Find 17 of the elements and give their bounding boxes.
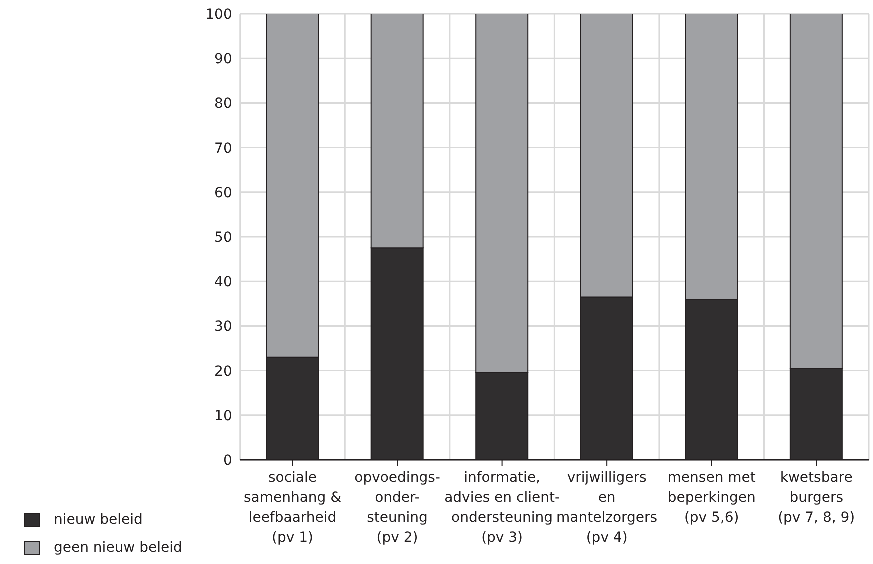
legend-label: geen nieuw beleid xyxy=(54,540,182,556)
y-tick-label: 80 xyxy=(214,96,232,112)
y-tick-label: 30 xyxy=(214,319,232,336)
y-tick-label: 100 xyxy=(206,6,232,23)
y-tick-label: 0 xyxy=(223,452,232,469)
y-tick-label: 60 xyxy=(214,185,232,202)
y-tick-label: 70 xyxy=(214,140,232,157)
x-tick-label: opvoedings- onder- steuning (pv 2) xyxy=(354,470,440,546)
y-tick-label: 10 xyxy=(214,408,232,424)
x-tick-label: sociale samenhang & leefbaarheid (pv 1) xyxy=(244,470,342,546)
y-tick-label: 90 xyxy=(214,52,232,68)
legend-label: nieuw beleid xyxy=(54,512,143,528)
y-tick-label: 40 xyxy=(214,274,232,291)
x-tick-label: mensen met beperkingen (pv 5,6) xyxy=(668,470,756,526)
y-tick-label: 20 xyxy=(214,364,232,380)
x-tick-label: kwetsbare burgers (pv 7, 8, 9) xyxy=(778,470,856,526)
y-tick-label: 50 xyxy=(214,230,232,246)
